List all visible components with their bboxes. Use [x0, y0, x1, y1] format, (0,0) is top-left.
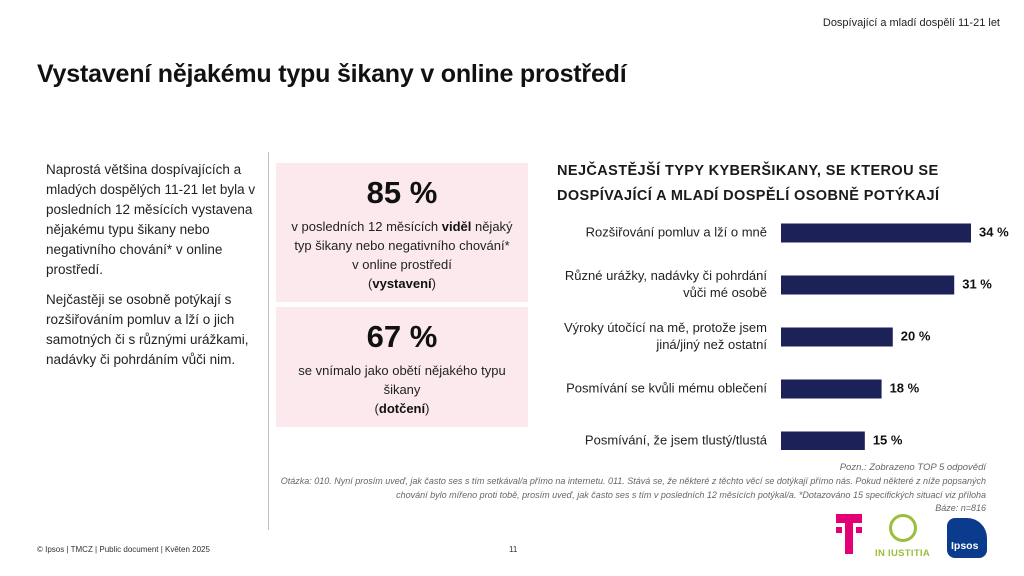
chart-title: NEJČASTĚJŠÍ TYPY KYBERŠIKANY, SE KTEROU … [557, 163, 940, 204]
intro-paragraph-2: Nejčastěji se osobně potýkají s rozšiřov… [46, 292, 249, 367]
stat-value: 67 % [366, 319, 438, 354]
value-label: 18 % [890, 380, 920, 395]
intro-paragraph-1: Naprostá většina dospívajících a mladých… [46, 162, 256, 277]
stat-value: 85 % [366, 175, 438, 210]
iustitia-logo-text: IN IUSTITIA [875, 548, 931, 559]
page-number: 11 [509, 545, 518, 554]
bar [781, 327, 893, 347]
stat-description: se vnímalo jako obětí nějakého typu šika… [298, 363, 506, 416]
base-note: Báze: n=816 [935, 503, 986, 513]
category-label: Posmívání, že jsem tlustý/tlustá [585, 432, 768, 447]
question-note: Otázka: 010. Nyní prosím uveď, jak často… [280, 476, 986, 513]
bar [781, 223, 971, 243]
category-label: Různé urážky, nadávky či pohrdání [565, 268, 767, 283]
divider [268, 152, 269, 530]
page-title: Vystavení nějakému typu šikany v online … [37, 60, 627, 88]
iustitia-mark-icon [889, 514, 917, 542]
value-label: 31 % [962, 276, 992, 291]
value-label: 34 % [979, 224, 1009, 239]
category-label: Posmívání se kvůli mému oblečení [566, 380, 767, 395]
category-label: Výroky útočící na mě, protože jsem [564, 320, 767, 335]
intro-text: Naprostá většina dospívajících a mladých… [46, 160, 261, 370]
category-label: jiná/jiný než ostatní [655, 337, 767, 352]
bar [781, 275, 955, 295]
logo-bar: IN IUSTITIA Ipsos [830, 514, 990, 562]
iustitia-logo: IN IUSTITIA [875, 514, 933, 560]
bar [781, 379, 882, 399]
chart-note: Pozn.: Zobrazeno TOP 5 odpovědí [839, 462, 986, 473]
value-label: 20 % [901, 328, 931, 343]
footer-text: © Ipsos | TMCZ | Public document | Květe… [37, 545, 210, 554]
telekom-logo [836, 514, 862, 554]
bar [781, 431, 865, 450]
ipsos-logo-text: Ipsos [951, 540, 979, 552]
category-label: vůči mé osobě [683, 285, 767, 300]
stat-tag: vystavení [372, 276, 432, 291]
stat-tag: dotčení [378, 401, 426, 416]
stat-card-exposed: 85 % v posledních 12 měsících viděl něja… [276, 163, 528, 302]
stat-card-affected: 67 % se vnímalo jako obětí nějakého typu… [276, 307, 528, 427]
category-label: Rozšiřování pomluv a lží o mně [586, 224, 767, 239]
report-subtitle: Dospívající a mladí dospělí 11-21 let [822, 17, 1000, 29]
stat-description: v posledních 12 měsících viděl nějaký ty… [291, 219, 513, 291]
bar-chart: Rozšiřování pomluv a lží o mně 34 % Různé … [564, 223, 1009, 450]
value-label: 15 % [873, 432, 903, 447]
ipsos-logo: Ipsos [947, 518, 987, 558]
